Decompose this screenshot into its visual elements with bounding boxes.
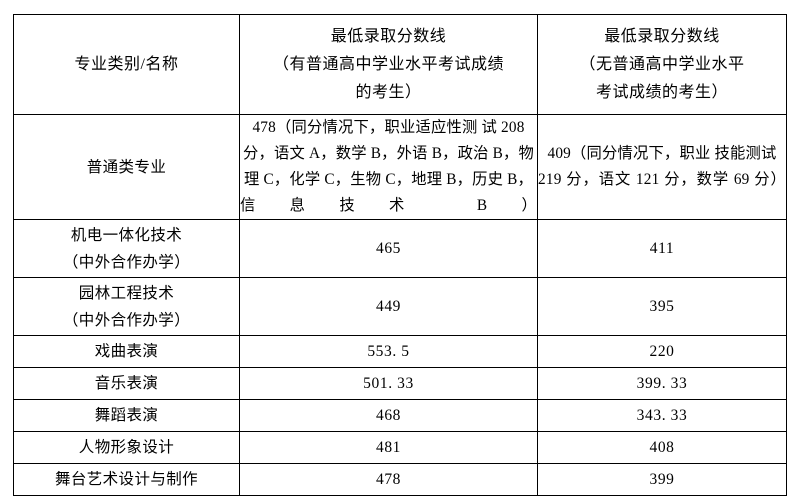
- row-label-mechatronics: 机电一体化技术 （中外合作办学）: [13, 219, 240, 278]
- cell-landscape-engineering-without-exam: 395: [537, 277, 787, 336]
- row-label-landscape-engineering: 园林工程技术 （中外合作办学）: [13, 277, 240, 336]
- cell-general-majors-without-exam: 409（同分情况下，职业 技能测试 219 分，语文 121 分，数学 69 分…: [537, 114, 787, 220]
- cell-opera-performance-with-exam: 553. 5: [239, 335, 538, 368]
- cell-landscape-engineering-with-exam: 449: [239, 277, 538, 336]
- table-row: 戏曲表演 553. 5 220: [13, 335, 787, 368]
- cell-dance-performance-with-exam: 468: [239, 399, 538, 432]
- table-row: 人物形象设计 481 408: [13, 431, 787, 464]
- table-row: 园林工程技术 （中外合作办学） 449 395: [13, 277, 787, 336]
- header-min-score-without-exam: 最低录取分数线 （无普通高中学业水平 考试成绩的考生）: [537, 14, 787, 115]
- row-label-dance-performance: 舞蹈表演: [13, 399, 240, 432]
- table-row: 音乐表演 501. 33 399. 33: [13, 367, 787, 400]
- cell-character-image-design-with-exam: 481: [239, 431, 538, 464]
- cell-stage-art-design-with-exam: 478: [239, 463, 538, 496]
- table-header-row: 专业类别/名称 最低录取分数线 （有普通高中学业水平考试成绩 的考生） 最低录取…: [13, 14, 787, 115]
- cell-stage-art-design-without-exam: 399: [537, 463, 787, 496]
- cell-character-image-design-without-exam: 408: [537, 431, 787, 464]
- cell-general-majors-with-exam: 478（同分情况下，职业适应性测 试 208 分，语文 A，数学 B，外语 B，…: [239, 114, 538, 220]
- row-label-music-performance: 音乐表演: [13, 367, 240, 400]
- cell-music-performance-with-exam: 501. 33: [239, 367, 538, 400]
- cell-mechatronics-with-exam: 465: [239, 219, 538, 278]
- row-label-general-majors: 普通类专业: [13, 114, 240, 220]
- row-label-character-image-design: 人物形象设计: [13, 431, 240, 464]
- header-major-category: 专业类别/名称: [13, 14, 240, 115]
- cell-opera-performance-without-exam: 220: [537, 335, 787, 368]
- table-row: 舞台艺术设计与制作 478 399: [13, 463, 787, 496]
- table-row: 机电一体化技术 （中外合作办学） 465 411: [13, 219, 787, 278]
- cell-dance-performance-without-exam: 343. 33: [537, 399, 787, 432]
- table-row: 普通类专业 478（同分情况下，职业适应性测 试 208 分，语文 A，数学 B…: [13, 114, 787, 220]
- cell-mechatronics-without-exam: 411: [537, 219, 787, 278]
- row-label-stage-art-design: 舞台艺术设计与制作: [13, 463, 240, 496]
- table-row: 舞蹈表演 468 343. 33: [13, 399, 787, 432]
- header-min-score-with-exam: 最低录取分数线 （有普通高中学业水平考试成绩 的考生）: [239, 14, 538, 115]
- row-label-opera-performance: 戏曲表演: [13, 335, 240, 368]
- cell-music-performance-without-exam: 399. 33: [537, 367, 787, 400]
- admission-score-table: 专业类别/名称 最低录取分数线 （有普通高中学业水平考试成绩 的考生） 最低录取…: [13, 14, 787, 496]
